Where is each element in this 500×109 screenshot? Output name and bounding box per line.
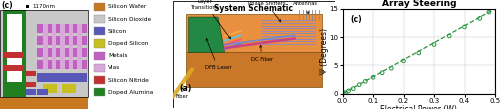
Text: (c): (c) xyxy=(2,1,14,10)
Bar xyxy=(4,10,26,97)
Text: Doped Silicon: Doped Silicon xyxy=(108,41,148,46)
Polygon shape xyxy=(186,52,322,87)
Point xyxy=(400,60,407,62)
Bar xyxy=(38,48,86,57)
Bar xyxy=(94,3,106,11)
Bar xyxy=(62,84,76,93)
Bar xyxy=(0,97,88,109)
Text: (a): (a) xyxy=(179,84,191,93)
Bar xyxy=(4,52,24,58)
Bar xyxy=(26,71,36,76)
Text: Silicon Wafer: Silicon Wafer xyxy=(108,4,146,9)
Point xyxy=(344,90,352,92)
Text: DFB Laser: DFB Laser xyxy=(204,39,232,70)
Point xyxy=(378,72,386,74)
Point xyxy=(415,52,423,54)
Point xyxy=(340,93,348,94)
Point xyxy=(349,88,357,89)
Bar xyxy=(44,84,57,93)
Polygon shape xyxy=(186,14,322,52)
Text: 1170nm: 1170nm xyxy=(32,4,56,9)
Point xyxy=(445,35,453,37)
Bar xyxy=(0,10,88,97)
Bar xyxy=(94,52,106,60)
Bar xyxy=(78,24,82,69)
Point xyxy=(430,44,438,45)
Text: Fiber: Fiber xyxy=(176,88,189,99)
Text: Metals: Metals xyxy=(108,53,128,58)
Bar xyxy=(7,10,22,14)
Bar xyxy=(38,89,48,95)
Bar xyxy=(69,24,73,69)
Text: Silicon Dioxide: Silicon Dioxide xyxy=(108,17,151,21)
Text: Silicon Nitride: Silicon Nitride xyxy=(108,78,149,83)
Bar xyxy=(38,73,86,82)
Bar xyxy=(44,24,48,69)
Bar xyxy=(94,76,106,84)
Bar xyxy=(26,89,36,95)
Polygon shape xyxy=(189,17,224,52)
Bar xyxy=(0,10,88,97)
Bar xyxy=(60,24,64,69)
Point xyxy=(476,17,484,19)
Bar xyxy=(94,64,106,72)
Bar xyxy=(94,15,106,23)
Bar xyxy=(7,10,22,82)
Bar xyxy=(38,60,86,69)
Bar xyxy=(38,36,86,45)
Point xyxy=(485,11,493,13)
Bar xyxy=(26,82,36,87)
Bar xyxy=(38,24,86,33)
Text: Silicon: Silicon xyxy=(108,29,127,34)
Text: DC Fiber: DC Fiber xyxy=(251,45,273,62)
Text: Doped Alumina: Doped Alumina xyxy=(108,90,153,95)
Point xyxy=(460,26,468,28)
Point xyxy=(388,67,396,69)
Bar xyxy=(52,24,56,69)
Text: (c): (c) xyxy=(350,15,362,24)
X-axis label: Electrical Power (W): Electrical Power (W) xyxy=(380,105,457,109)
Bar xyxy=(26,5,30,8)
Point xyxy=(362,80,370,82)
Title: Array Steering: Array Steering xyxy=(382,0,456,8)
Point xyxy=(369,76,377,78)
Bar xyxy=(4,65,24,71)
Text: Antennas: Antennas xyxy=(293,1,318,14)
Text: Phase Shifters: Phase Shifters xyxy=(248,1,286,22)
Point xyxy=(342,92,349,94)
Y-axis label: Ψ (Degrees): Ψ (Degrees) xyxy=(320,28,330,74)
Text: System Schematic: System Schematic xyxy=(214,4,293,13)
Bar xyxy=(94,27,106,35)
Point xyxy=(356,84,364,86)
Text: Vias: Vias xyxy=(108,65,120,70)
Bar xyxy=(94,39,106,48)
Bar xyxy=(94,88,106,96)
Text: Layer
Transitions: Layer Transitions xyxy=(191,0,230,39)
